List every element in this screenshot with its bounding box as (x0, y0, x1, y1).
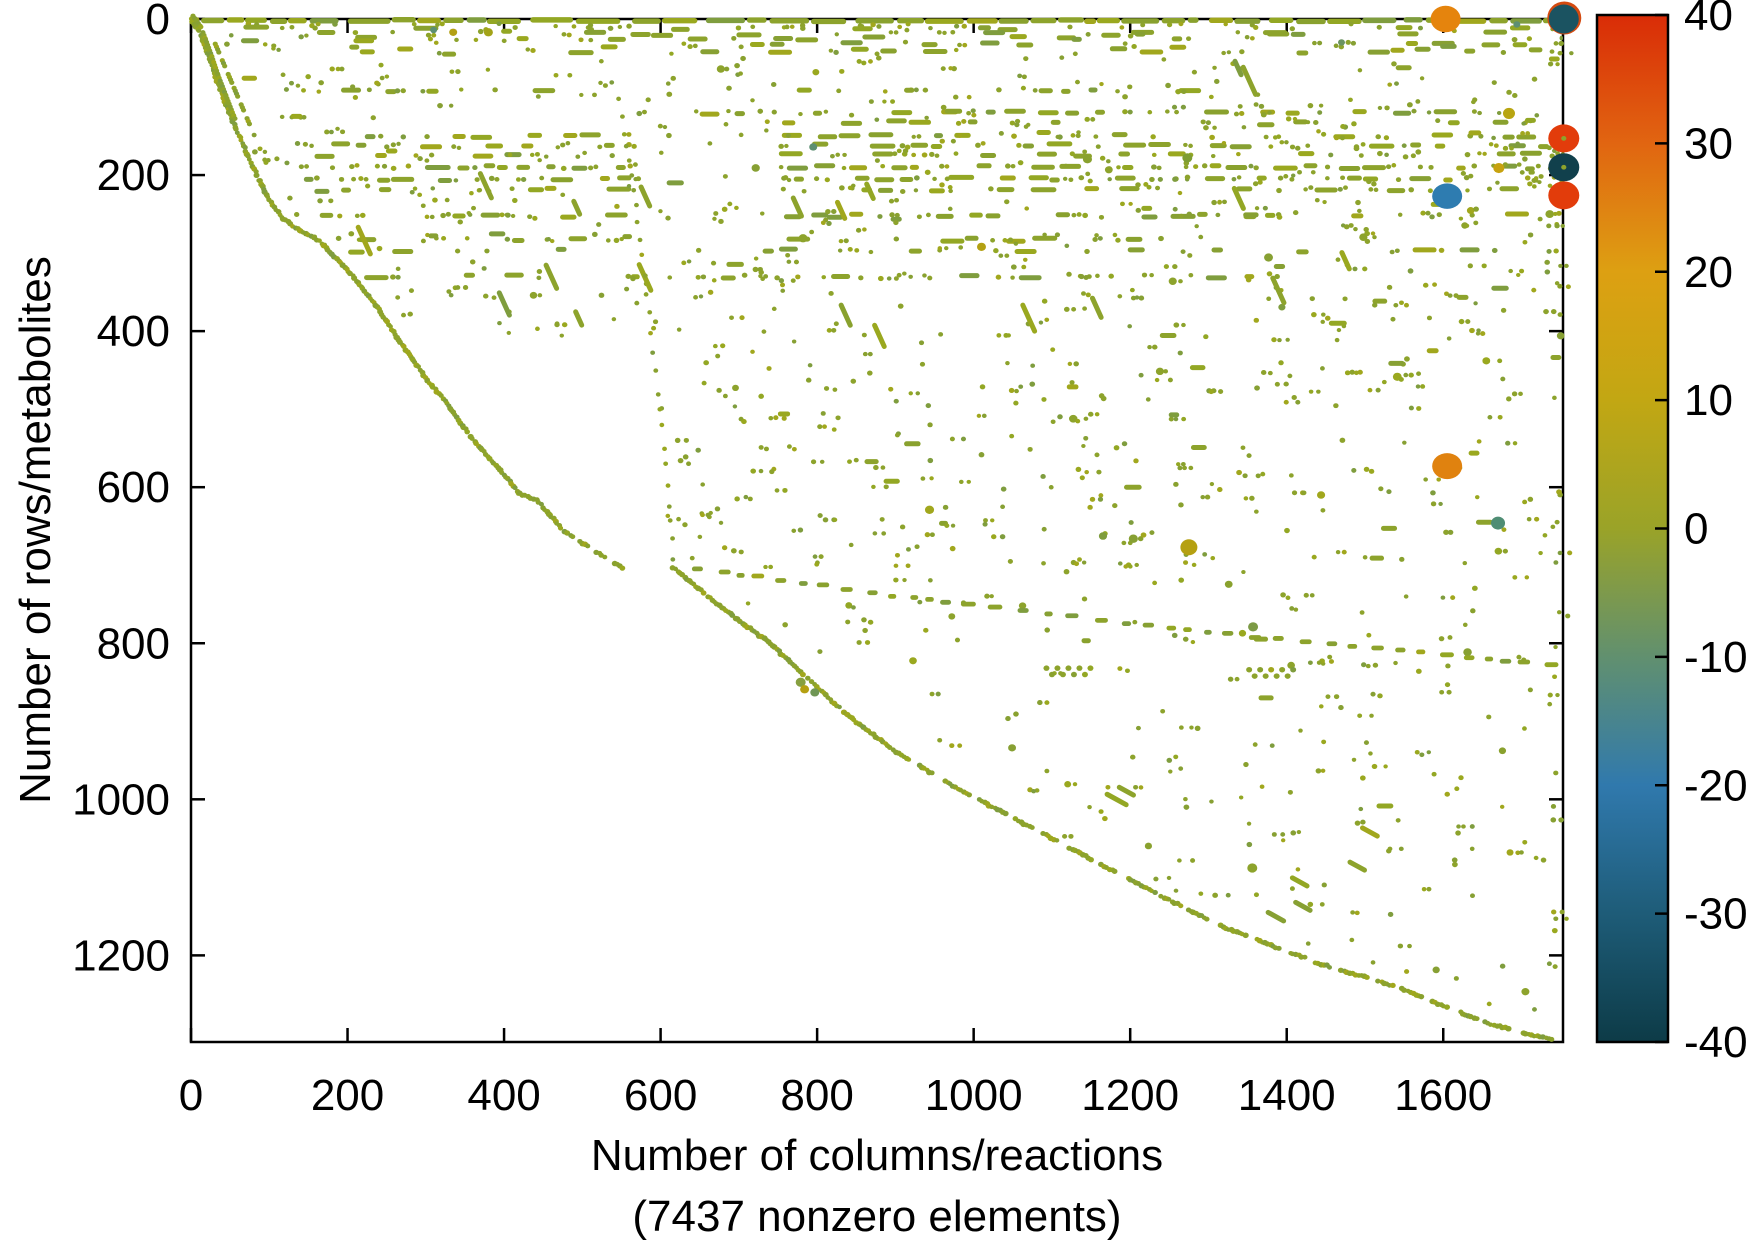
plot-border (189, 17, 1565, 1044)
x-axis-note: (7437 nonzero elements) (632, 1192, 1122, 1241)
axes: 0 200 400 600 800 1000 1200 1400 1600 0 200 400 600 8… (72, 0, 1565, 1120)
colorbar-tick-label: -40 (1684, 1018, 1747, 1067)
x-tick-label: 0 (179, 1071, 203, 1120)
colorbar-tick-label: 40 (1684, 0, 1733, 40)
colorbar: 40 30 20 10 0 -10 -20 -30 -40 (1595, 0, 1747, 1067)
y-tick-label: 400 (97, 307, 170, 356)
colorbar-tick-label: 20 (1684, 248, 1733, 297)
colorbar-tick-label: 30 (1684, 119, 1733, 168)
outlier-marker (1432, 453, 1463, 480)
x-tick-label: 1400 (1238, 1071, 1336, 1120)
y-tick-label: 0 (146, 0, 170, 44)
x-tick-label: 200 (311, 1071, 384, 1120)
y-tick-label: 200 (97, 151, 170, 200)
x-tick-label: 600 (624, 1071, 697, 1120)
outlier-marker (1180, 539, 1198, 556)
y-axis-title: Number of rows/metabolites (11, 256, 60, 804)
colorbar-tick-label: -20 (1684, 761, 1747, 810)
x-tick-label: 1600 (1394, 1071, 1492, 1120)
outlier-marker (1430, 5, 1461, 33)
y-tick-label: 600 (97, 463, 170, 512)
y-tick-label: 1200 (72, 931, 170, 980)
scatter-points (188, 13, 1574, 1042)
colorbar-tick-label: -10 (1684, 633, 1747, 682)
outlier-markers (1180, 1, 1582, 556)
outlier-center-dot (1561, 164, 1567, 170)
colorbar-tick-label: -30 (1684, 890, 1747, 939)
outlier-marker (1432, 183, 1463, 209)
x-tick-label: 1200 (1081, 1071, 1179, 1120)
outlier-center-dot (1561, 135, 1567, 141)
colorbar-tick-label: 0 (1684, 505, 1708, 554)
outlier-marker (1491, 516, 1506, 530)
x-axis-title: Number of columns/reactions (590, 1131, 1164, 1180)
y-tick-label: 800 (97, 619, 170, 668)
outlier-marker (1548, 181, 1580, 210)
x-tick-label: 1000 (925, 1071, 1023, 1120)
x-tick-label: 400 (467, 1071, 540, 1120)
colorbar-tick-label: 10 (1684, 376, 1733, 425)
x-tick-label: 800 (780, 1071, 853, 1120)
y-tick-label: 1000 (72, 775, 170, 824)
outlier-marker (1548, 4, 1579, 34)
